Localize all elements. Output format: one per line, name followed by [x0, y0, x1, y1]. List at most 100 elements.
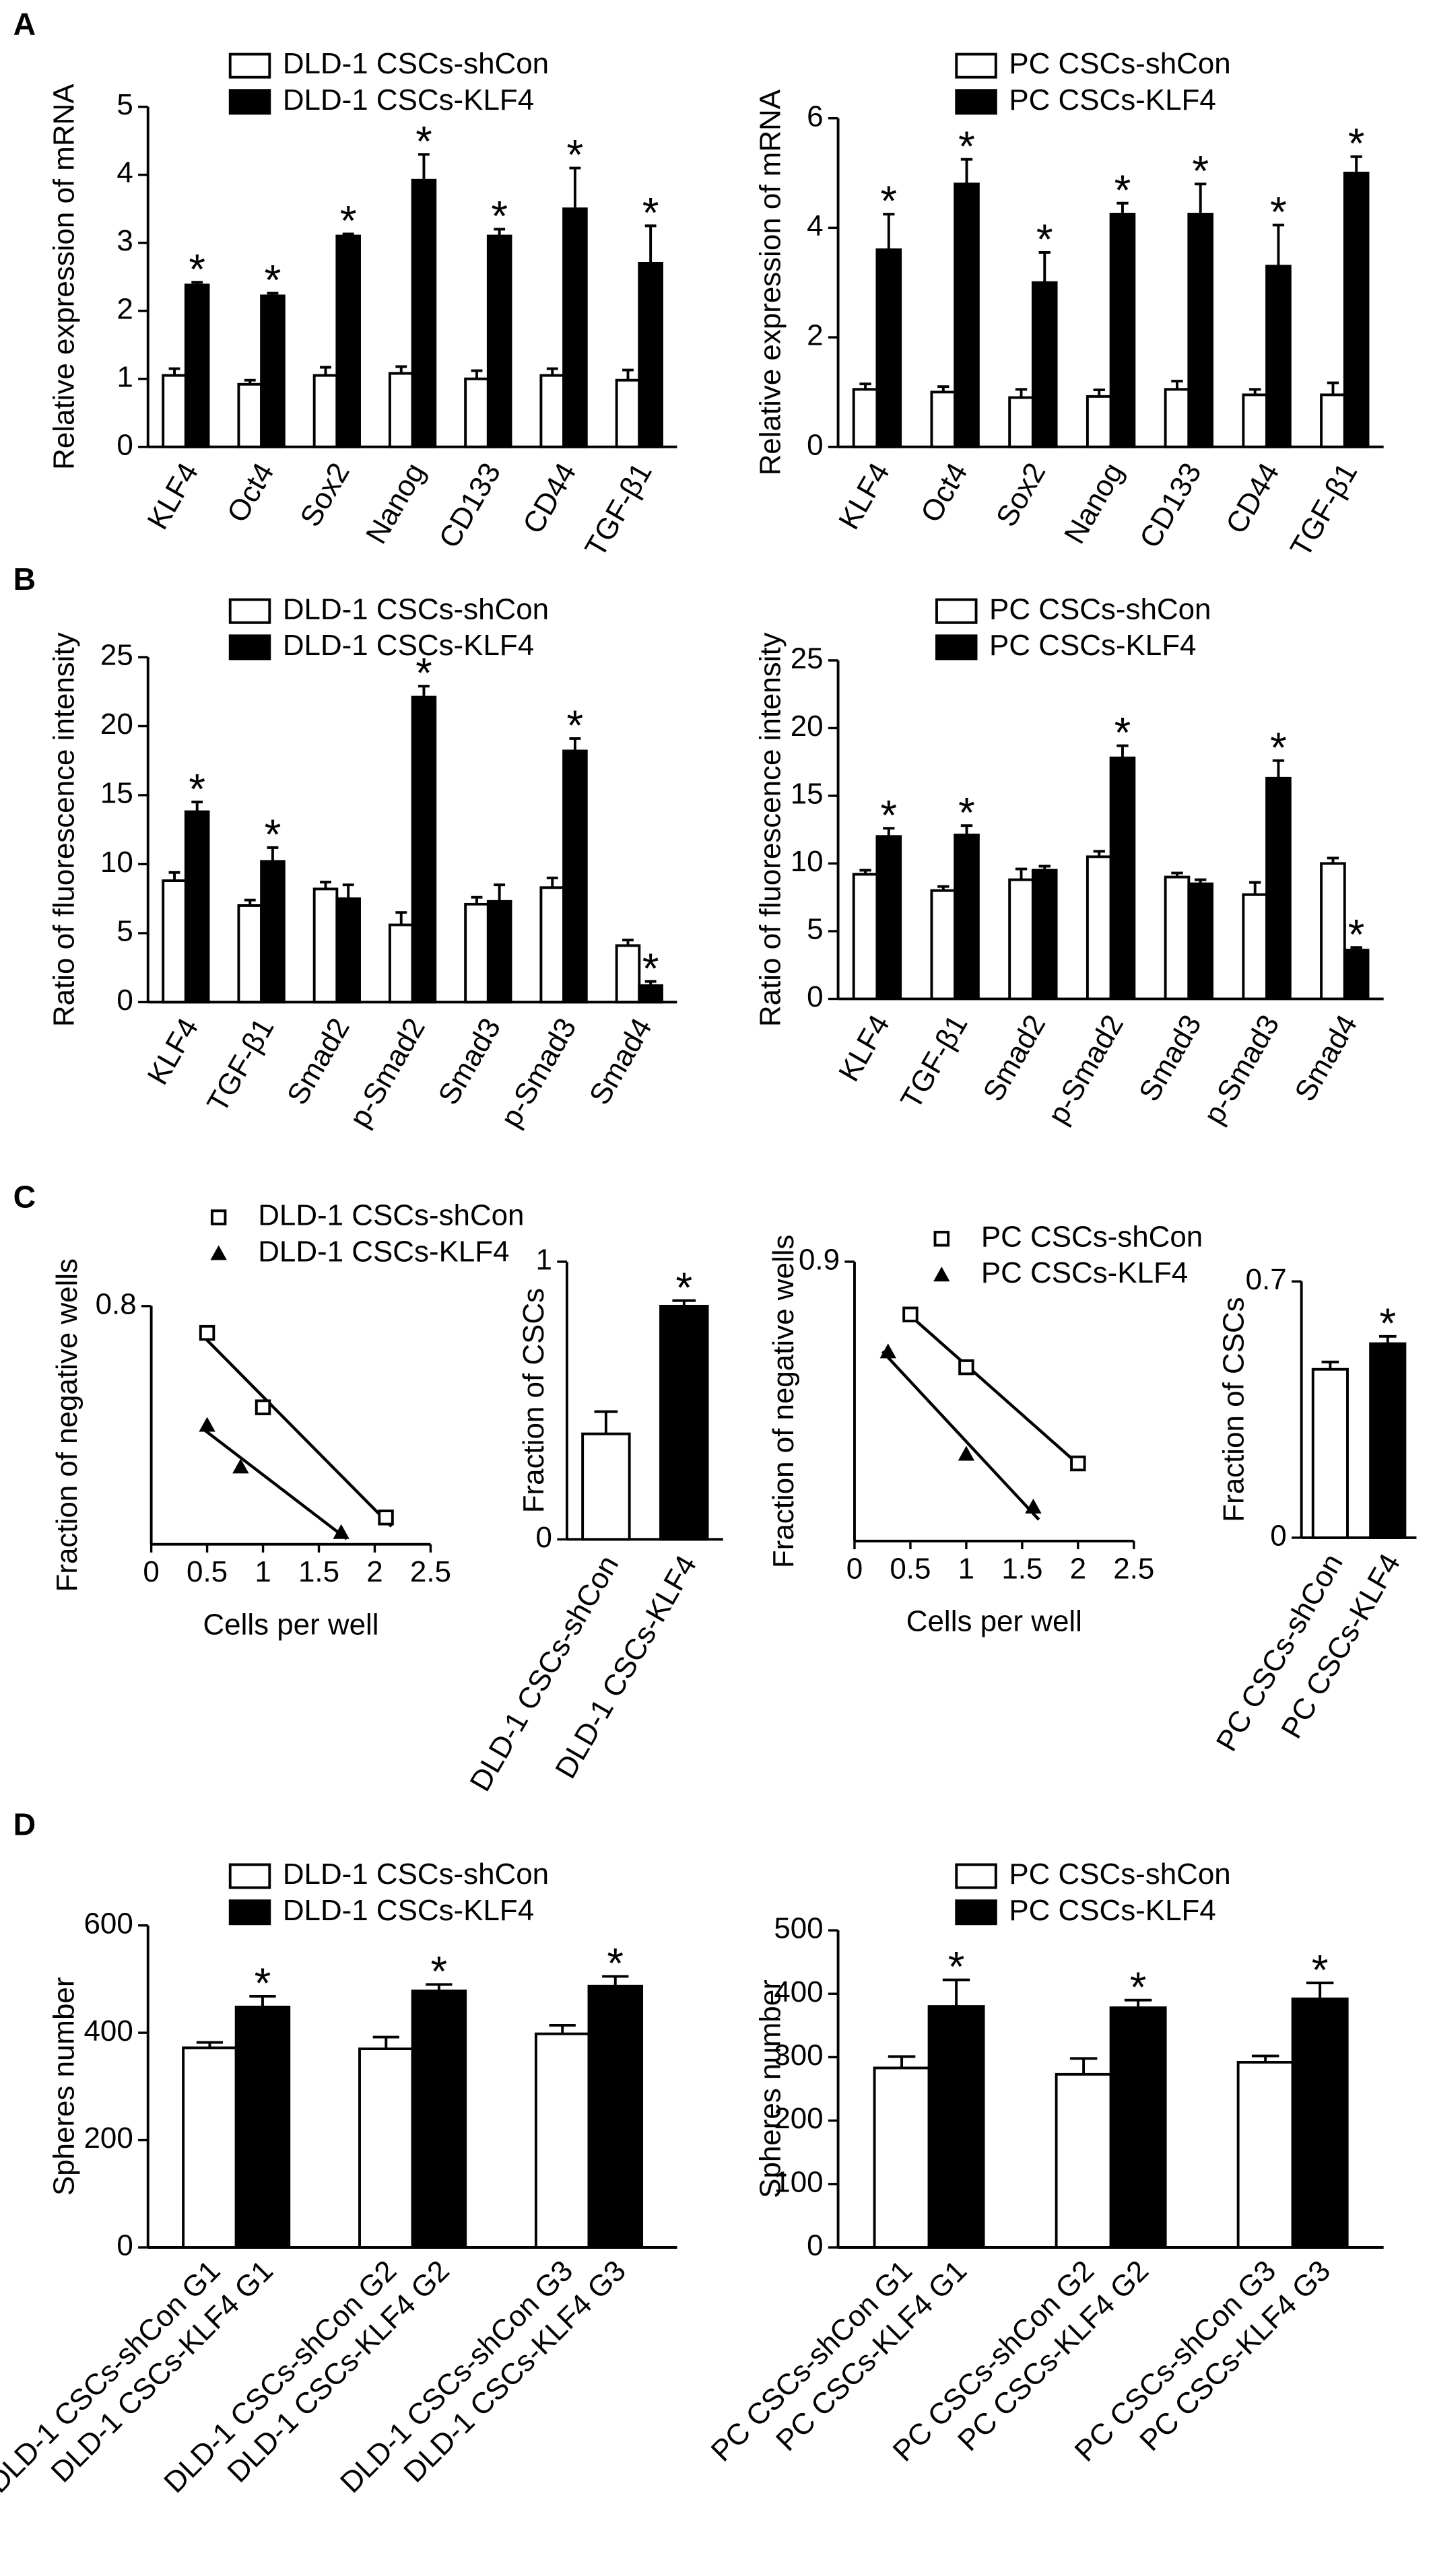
- y-tick-label: 200: [84, 2122, 133, 2155]
- y-tick-label: 0.7: [1246, 1263, 1287, 1296]
- bar: [1320, 393, 1346, 448]
- bar: [615, 944, 641, 1004]
- significance-mark: *: [567, 132, 584, 179]
- y-tick-label: 5: [116, 88, 133, 121]
- y-tick-label: 2: [807, 319, 823, 352]
- x-tick-label: KLF4: [141, 457, 205, 535]
- legend-label: DLD-1 CSCs-shCon: [283, 1858, 549, 1891]
- bar: [930, 391, 957, 448]
- x-tick-label: Smad3: [432, 1013, 507, 1110]
- x-tick-label: Smad2: [976, 1009, 1052, 1107]
- bar: [1086, 395, 1112, 448]
- bar: [162, 879, 187, 1004]
- legend-marker: [210, 1209, 227, 1225]
- bar: [388, 923, 414, 1004]
- bar: [875, 248, 902, 448]
- y-tick-label: 15: [791, 778, 824, 811]
- significance-mark: *: [1130, 1964, 1147, 2011]
- x-tick-label: Oct4: [914, 457, 974, 528]
- x-tick-label: 1.5: [1001, 1552, 1042, 1585]
- bar: [954, 834, 980, 1001]
- bar: [260, 860, 286, 1004]
- significance-mark: *: [958, 789, 975, 836]
- bar: [562, 749, 588, 1004]
- legend-swatch: [935, 634, 978, 660]
- significance-mark: *: [958, 123, 975, 170]
- significance-mark: *: [607, 1940, 624, 1988]
- significance-mark: *: [1348, 121, 1365, 168]
- bar: [659, 1304, 709, 1541]
- legend-label: PC CSCs-KLF4: [989, 629, 1196, 662]
- significance-mark: *: [1114, 710, 1131, 757]
- x-tick-label: p-Smad2: [343, 1013, 432, 1133]
- x-tick-label: Sox2: [990, 457, 1052, 532]
- x-axis-label: Cells per well: [203, 1608, 378, 1641]
- bar: [1008, 396, 1034, 448]
- bar: [1320, 862, 1346, 1001]
- bar: [1164, 388, 1191, 448]
- y-axis-label: Fraction of negative wells: [767, 1235, 800, 1568]
- legend-swatch: [955, 53, 997, 79]
- x-tick-label: 2.5: [410, 1555, 451, 1588]
- x-tick-label: TGF-β1: [578, 457, 658, 562]
- legend-marker: [933, 1266, 950, 1282]
- x-tick-label: 2: [1070, 1552, 1086, 1585]
- y-tick-label: 4: [807, 209, 823, 242]
- bar: [954, 182, 980, 448]
- point: [199, 1324, 215, 1341]
- y-axis-label: Fraction of CSCs: [517, 1288, 550, 1513]
- significance-mark: *: [340, 198, 357, 245]
- significance-mark: *: [1114, 167, 1131, 214]
- y-tick-label: 4: [116, 156, 133, 189]
- x-tick-label: Smad3: [1133, 1009, 1208, 1107]
- significance-mark: *: [431, 1948, 448, 1996]
- significance-mark: *: [265, 257, 281, 304]
- y-tick-label: 10: [791, 845, 824, 878]
- significance-mark: *: [642, 945, 659, 992]
- y-tick-label: 0.9: [799, 1244, 840, 1277]
- bar: [464, 377, 490, 448]
- x-tick-label: CD44: [516, 457, 583, 539]
- x-tick-label: KLF4: [832, 1009, 896, 1087]
- bar: [852, 873, 879, 1001]
- bar: [1109, 2006, 1167, 2249]
- fit-line: [904, 1310, 1085, 1470]
- bar: [638, 984, 663, 1004]
- bar: [335, 234, 361, 448]
- x-tick-label: TGF-β1: [1284, 457, 1364, 562]
- significance-mark: *: [189, 766, 205, 813]
- y-tick-label: 25: [100, 639, 133, 672]
- bar: [1187, 882, 1214, 1001]
- x-tick-label: 0: [846, 1552, 863, 1585]
- bar: [534, 2032, 591, 2249]
- y-tick-label: 0: [116, 984, 133, 1017]
- x-tick-label: Smad2: [281, 1013, 356, 1110]
- legend-swatch: [228, 53, 271, 79]
- legend-label: PC CSCs-shCon: [989, 592, 1211, 625]
- legend-swatch: [955, 89, 997, 115]
- legend-swatch: [228, 598, 271, 624]
- bar: [312, 374, 339, 448]
- y-tick-label: 600: [84, 1907, 133, 1940]
- point: [902, 1306, 919, 1323]
- x-tick-label: Smad4: [1288, 1009, 1364, 1107]
- bar: [358, 2047, 414, 2249]
- y-tick-label: 1: [116, 360, 133, 393]
- point: [1025, 1498, 1042, 1514]
- bar: [260, 294, 286, 448]
- x-tick-label: CD44: [1220, 457, 1286, 539]
- y-axis-label: Relative expression of mRNA: [754, 89, 787, 475]
- bar: [587, 1984, 644, 2249]
- bar: [464, 902, 490, 1004]
- significance-mark: *: [491, 193, 508, 240]
- legend-label: PC CSCs-KLF4: [981, 1256, 1188, 1289]
- legend-label: DLD-1 CSCs-shCon: [283, 592, 549, 625]
- x-tick-label: Nanog: [1058, 457, 1130, 549]
- significance-mark: *: [1270, 189, 1287, 236]
- bar: [234, 2005, 291, 2249]
- bar: [1236, 2061, 1294, 2249]
- x-tick-label: KLF4: [832, 457, 896, 535]
- significance-mark: *: [265, 811, 281, 858]
- bar: [852, 388, 879, 448]
